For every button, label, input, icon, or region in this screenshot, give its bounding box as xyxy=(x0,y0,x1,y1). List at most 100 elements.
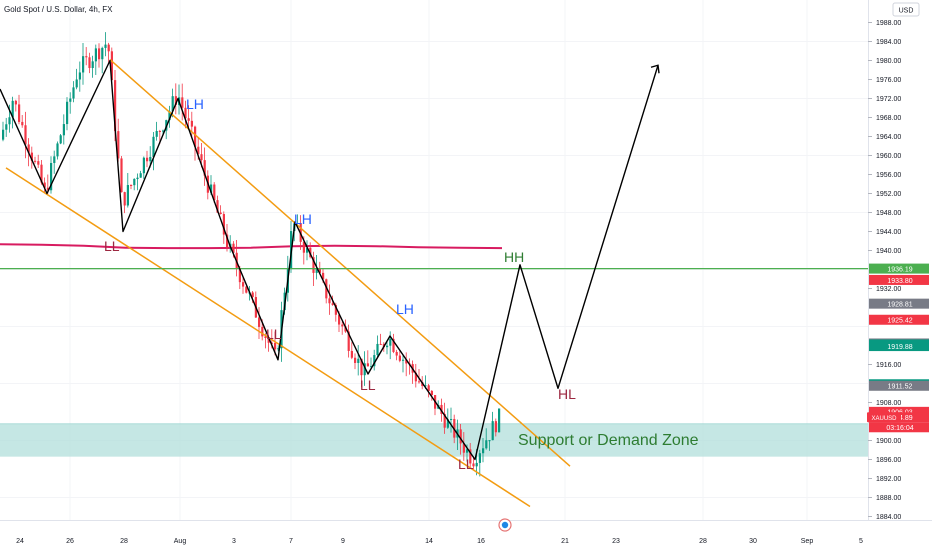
time-tick-label: 26 xyxy=(66,538,74,545)
price-tick-label: 1964.00 xyxy=(876,134,901,141)
candle-body xyxy=(14,100,17,105)
candle-body xyxy=(322,272,325,280)
candle-body xyxy=(101,47,104,60)
structure-label-lh: LH xyxy=(396,301,414,317)
price-tag-label: 1928.81 xyxy=(887,301,912,308)
candle-body xyxy=(222,214,225,235)
candle-body xyxy=(270,342,273,344)
candle-body xyxy=(162,130,165,132)
structure-label-lh: LH xyxy=(186,96,204,112)
candle-body xyxy=(472,463,475,467)
structure-path xyxy=(0,59,660,461)
candle-body xyxy=(43,182,46,188)
price-tick-label: 1956.00 xyxy=(876,172,901,179)
price-tick-label: 1972.00 xyxy=(876,96,901,103)
price-tick-label: 1976.00 xyxy=(876,77,901,84)
time-axis-bg xyxy=(0,520,868,550)
time-axis[interactable]: 24 26 28 Aug 3 7 9 14 16 21 23 28 30 Sep 5 xyxy=(0,520,932,550)
price-tick-label: 1896.00 xyxy=(876,457,901,464)
candle-body xyxy=(469,449,472,464)
time-tick-label: 30 xyxy=(749,538,757,545)
candle-body xyxy=(181,97,184,108)
candle-body xyxy=(341,324,344,327)
candle-body xyxy=(370,366,373,368)
price-tick-label: 1908.00 xyxy=(876,400,901,407)
candle-body xyxy=(197,146,200,155)
candle-body xyxy=(158,130,161,132)
candle-body xyxy=(418,381,421,383)
candle-body xyxy=(350,350,353,358)
price-axis[interactable]: USD 1988.00 1984.00 1980.00 1976.00 1972.00 19… xyxy=(867,0,932,550)
candle-body xyxy=(142,157,145,174)
time-tick-label: 21 xyxy=(561,538,569,545)
candle-body xyxy=(184,107,187,119)
candle-body xyxy=(491,421,494,441)
candle-body xyxy=(171,96,174,112)
price-tick-label: 1968.00 xyxy=(876,115,901,122)
candle-body xyxy=(46,187,49,191)
candle-body xyxy=(267,337,270,343)
candle-body xyxy=(389,338,392,346)
price-tick-label: 1884.00 xyxy=(876,514,901,521)
structure-label-ll: LL xyxy=(266,326,282,342)
candle-body xyxy=(398,355,401,361)
candle-body xyxy=(245,286,248,293)
candle-body xyxy=(168,111,171,121)
candle-body xyxy=(40,164,43,183)
candle-body xyxy=(34,160,37,162)
candle-body xyxy=(498,408,501,433)
candle-body xyxy=(478,453,481,463)
arrow-head-icon xyxy=(650,64,660,74)
candle-body xyxy=(27,144,30,153)
candle-body xyxy=(187,118,190,121)
price-tag xyxy=(869,380,929,391)
time-tick-label: 3 xyxy=(232,538,236,545)
candle-body xyxy=(251,292,254,298)
candle-body xyxy=(261,326,264,337)
candle-body xyxy=(130,185,133,187)
candle-body xyxy=(344,326,347,332)
candle-body xyxy=(88,57,91,69)
candle-body xyxy=(8,117,11,125)
candle-body xyxy=(443,413,446,428)
candle-body xyxy=(139,173,142,178)
candle-body xyxy=(430,390,433,396)
price-tag xyxy=(869,274,929,285)
candle-body xyxy=(302,241,305,253)
structure-label-lh: LH xyxy=(294,211,312,227)
candle-body xyxy=(325,279,328,299)
candle-body xyxy=(18,104,21,122)
candle-body xyxy=(331,303,334,306)
candle-body xyxy=(210,184,213,193)
time-tick-label: Sep xyxy=(801,538,814,545)
candle-body xyxy=(373,355,376,367)
price-tag-label: 1911.52 xyxy=(888,384,913,391)
candle-body xyxy=(226,234,229,248)
price-tick-label: 1916.00 xyxy=(876,362,901,369)
candle-body xyxy=(357,358,360,363)
candle-body xyxy=(466,449,469,453)
candle-body xyxy=(424,385,427,387)
currency-label: USD xyxy=(899,8,914,15)
price-tick-label: 1900.00 xyxy=(876,438,901,445)
candle-body xyxy=(152,136,155,157)
candle-body xyxy=(11,100,14,118)
candle-body xyxy=(213,184,216,201)
tradingview-logo-icon[interactable] xyxy=(498,518,512,532)
candle-body xyxy=(363,363,366,376)
price-tick-label: 1888.00 xyxy=(876,495,901,502)
structure-label-hl: HL xyxy=(558,386,576,402)
candle-body xyxy=(98,48,101,60)
time-tick-label: 28 xyxy=(120,538,128,545)
candle-body xyxy=(110,51,113,81)
candle-body xyxy=(82,56,85,73)
candle-body xyxy=(405,359,408,364)
candle-body xyxy=(194,126,197,147)
candle-body xyxy=(296,223,299,225)
price-tag xyxy=(869,406,929,417)
candle-body xyxy=(450,418,453,420)
candle-body xyxy=(277,348,280,350)
price-tick-label: 1960.00 xyxy=(876,153,901,160)
price-tag xyxy=(869,341,929,352)
